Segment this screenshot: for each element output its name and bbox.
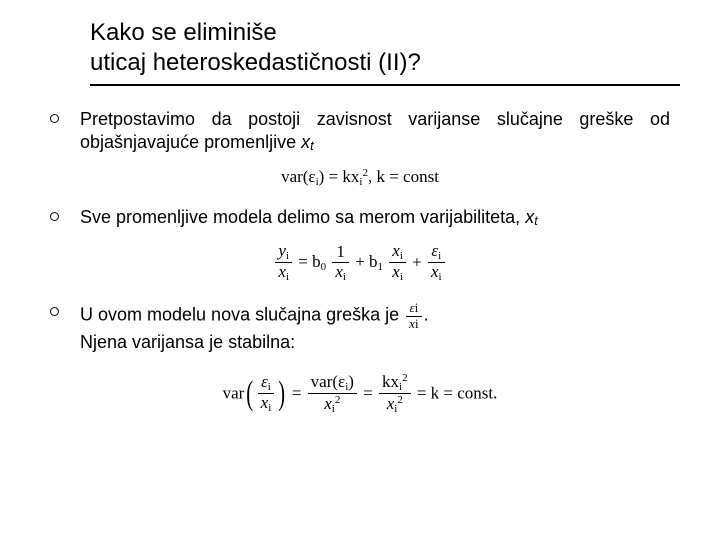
f2-f1num: y bbox=[278, 241, 286, 260]
bullet-2-var: x bbox=[525, 207, 534, 227]
bullet-2-text: Sve promenljive modela delimo sa merom v… bbox=[80, 206, 670, 230]
title-line-2: uticaj heteroskedastičnosti (II)? bbox=[90, 48, 670, 78]
bullet-2: Sve promenljive modela delimo sa merom v… bbox=[50, 206, 670, 230]
title-divider bbox=[90, 84, 680, 86]
bullet-marker bbox=[50, 301, 80, 324]
formula-2: yixi = b0 1xi + b1 xixi + εixi bbox=[50, 242, 670, 283]
bullet-2-prefix: Sve promenljive modela delimo sa merom v… bbox=[80, 207, 525, 227]
bullet-3: U ovom modelu nova slučajna greška je εi… bbox=[50, 301, 670, 354]
bullet-marker bbox=[50, 206, 80, 229]
f1-lhs: var(ε bbox=[281, 167, 316, 186]
bullet-1: Pretpostavimo da postoji zavisnost varij… bbox=[50, 108, 670, 155]
bullet-3-prefix: U ovom modelu nova slučajna greška je bbox=[80, 305, 404, 325]
formula-1: var(εi) = kxi2, k = const bbox=[50, 167, 670, 188]
bullet-3-text: U ovom modelu nova slučajna greška je εi… bbox=[80, 301, 670, 354]
bullet-marker bbox=[50, 108, 80, 131]
bullet-3-line2: Njena varijansa je stabilna: bbox=[80, 332, 295, 352]
slide-title: Kako se eliminiše uticaj heteroskedastič… bbox=[90, 18, 670, 78]
formula-3: var(εixi) = var(εi)xi2 = kxi2xi2 = k = c… bbox=[50, 372, 670, 415]
bullet-1-text: Pretpostavimo da postoji zavisnost varij… bbox=[80, 108, 670, 155]
f1-tail: , k = const bbox=[368, 167, 439, 186]
bullet-1-sub: t bbox=[310, 138, 314, 153]
title-line-1: Kako se eliminiše bbox=[90, 18, 670, 48]
bullet-1-var: x bbox=[301, 132, 310, 152]
bullet-2-sub: t bbox=[534, 213, 538, 228]
bullet-1-prefix: Pretpostavimo da postoji zavisnost varij… bbox=[80, 109, 670, 152]
f1-mid: ) = kx bbox=[319, 167, 360, 186]
